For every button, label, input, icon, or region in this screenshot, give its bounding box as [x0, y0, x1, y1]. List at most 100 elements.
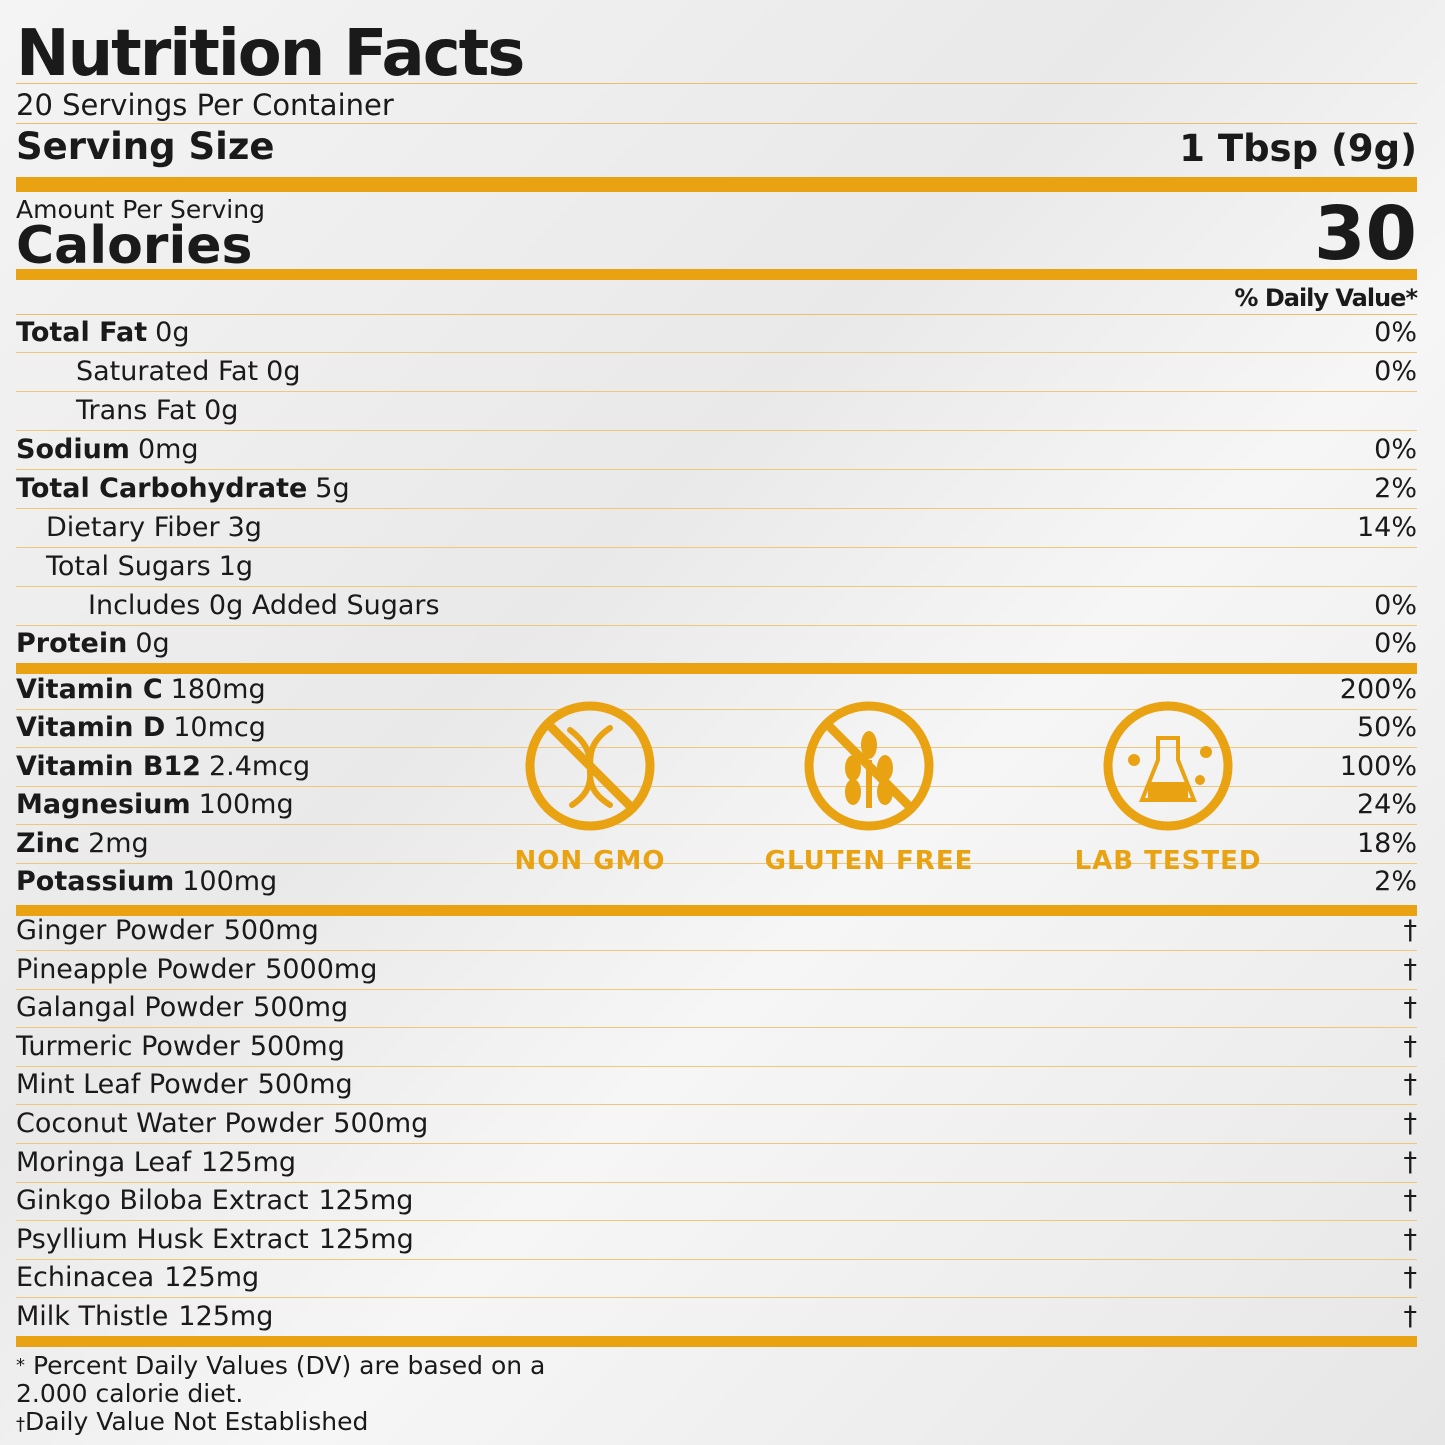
item-dv: 100%: [1339, 750, 1417, 782]
nutrient-amount: 5g: [315, 473, 350, 504]
rule: [16, 123, 1417, 124]
nutrient-row: Total Carbohydrate 5g 2%: [16, 470, 1417, 509]
item-name: Vitamin B12: [16, 750, 201, 782]
item-dv: 50%: [1356, 712, 1417, 744]
item-name: Milk Thistle: [16, 1301, 169, 1332]
item-amount: 5000mg: [265, 953, 378, 985]
row: Ginkgo Biloba Extract 125mg †: [16, 1182, 1418, 1222]
row: Potassium 100mg 2%: [16, 863, 1417, 901]
nutrient-dv: 0%: [1374, 356, 1417, 387]
item-dv: †: [1403, 915, 1418, 946]
item-amount: 10mcg: [173, 712, 266, 744]
servings: 20 Servings Per Container: [16, 88, 394, 122]
item-dv: †: [1403, 1146, 1418, 1178]
item-name: Galangal Powder: [16, 992, 244, 1024]
row: Vitamin B12 2.4mcg 100%: [16, 748, 1417, 787]
item-name: Potassium: [16, 866, 175, 897]
nutrient-row: Includes 0g Added Sugars 0%: [16, 587, 1417, 626]
item-dv: †: [1403, 1185, 1418, 1217]
badge-label: LAB TESTED: [1074, 846, 1262, 876]
item-amount: 500mg: [249, 1030, 345, 1062]
calories-value: 30: [1314, 191, 1417, 277]
item-name: Magnesium: [16, 789, 191, 821]
nutrient-row: Sodium 0mg 0%: [16, 431, 1417, 470]
item-name: Ginkgo Biloba Extract: [16, 1185, 309, 1217]
item-dv: †: [1403, 1262, 1418, 1294]
row: Echinacea 125mg †: [16, 1259, 1418, 1299]
item-name: Moringa Leaf: [16, 1146, 192, 1178]
nutrient-row: Trans Fat 0g: [16, 392, 1417, 431]
row: Ginger Powder 500mg †: [16, 912, 1417, 951]
nutrient-dv: 0%: [1374, 434, 1417, 465]
item-name: Vitamin C: [16, 674, 163, 705]
footnote: * Percent Daily Values (DV) are based on…: [16, 1352, 596, 1408]
nutrient-row: Dietary Fiber 3g 14%: [16, 509, 1417, 548]
nutrient-amount: 0mg: [137, 434, 199, 465]
nutrient-name: Protein: [16, 628, 128, 659]
item-dv: †: [1403, 1301, 1418, 1332]
item-amount: 125mg: [201, 1146, 297, 1178]
item-name: Vitamin D: [16, 712, 166, 744]
row: Galangal Powder 500mg †: [16, 989, 1418, 1029]
item-amount: 180mg: [170, 674, 266, 705]
rule: [16, 83, 1417, 84]
item-dv: †: [1403, 1069, 1418, 1101]
item-name: Mint Leaf Powder: [16, 1069, 248, 1101]
nutrient-name: Trans Fat: [76, 395, 197, 426]
item-name: Psyllium Husk Extract: [16, 1223, 309, 1255]
badge-label: GLUTEN FREE: [764, 846, 974, 876]
nutrient-name: Includes 0g Added Sugars: [88, 590, 440, 621]
nutrient-amount: 3g: [227, 512, 262, 543]
item-name: Echinacea: [16, 1262, 155, 1294]
item-amount: 100mg: [182, 866, 278, 897]
item-dv: †: [1403, 1223, 1418, 1255]
nutrient-amount: 1g: [218, 551, 254, 582]
dv-header: % Daily Value*: [1234, 284, 1418, 312]
item-name: Ginger Powder: [16, 915, 214, 946]
footnote-mark: *: [16, 1355, 25, 1376]
nutrient-dv: 2%: [1374, 473, 1417, 504]
badge-label: NON GMO: [514, 846, 666, 876]
item-dv: †: [1403, 992, 1418, 1024]
row: Vitamin D 10mcg 50%: [16, 709, 1417, 749]
thick-rule: [16, 1336, 1417, 1347]
thick-rule: [16, 177, 1417, 192]
item-dv: †: [1403, 1030, 1418, 1062]
item-dv: †: [1403, 953, 1418, 985]
row: Mint Leaf Powder 500mg †: [16, 1066, 1418, 1106]
item-dv: 2%: [1374, 866, 1417, 897]
nutrient-dv: 0%: [1374, 317, 1417, 348]
item-amount: 125mg: [164, 1262, 260, 1294]
item-amount: 500mg: [257, 1069, 353, 1101]
item-name: Turmeric Powder: [16, 1030, 240, 1062]
row: Pineapple Powder 5000mg †: [16, 951, 1417, 990]
amount-per-serving: Amount Per Serving: [16, 195, 265, 224]
rule: [16, 314, 1417, 315]
item-dv: 18%: [1356, 827, 1417, 859]
nutrient-name: Sodium: [16, 434, 130, 465]
nutrient-amount: 0g: [155, 317, 190, 348]
row: Zinc 2mg 18%: [16, 825, 1417, 864]
item-amount: 500mg: [253, 992, 349, 1024]
row: Magnesium 100mg 24%: [16, 786, 1417, 826]
item-amount: 125mg: [318, 1223, 414, 1255]
thick-rule: [16, 269, 1417, 280]
serving-size-label: Serving Size: [16, 125, 275, 168]
nutrient-row: Total Fat 0g 0%: [16, 314, 1417, 353]
item-amount: 125mg: [318, 1185, 414, 1217]
item-name: Pineapple Powder: [16, 953, 256, 985]
item-amount: 125mg: [178, 1301, 274, 1332]
thick-rule: [16, 905, 1417, 916]
nutrient-amount: 0g: [204, 395, 239, 426]
nutrient-name: Total Sugars: [46, 551, 211, 582]
item-amount: 2.4mcg: [208, 750, 311, 782]
nutrient-name: Dietary Fiber: [46, 512, 220, 543]
thick-rule: [16, 663, 1417, 674]
nutrient-dv: 14%: [1356, 512, 1417, 543]
row: Turmeric Powder 500mg †: [16, 1028, 1417, 1067]
row: Coconut Water Powder 500mg †: [16, 1105, 1417, 1144]
nutrient-row: Protein 0g 0%: [16, 625, 1417, 663]
item-amount: 500mg: [223, 915, 319, 946]
item-amount: 100mg: [198, 789, 294, 821]
